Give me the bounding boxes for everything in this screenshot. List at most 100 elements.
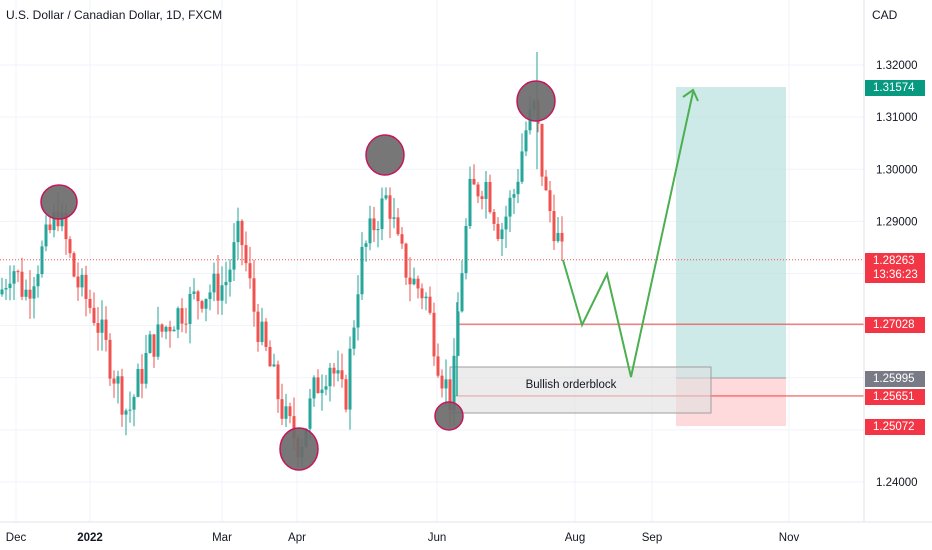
candle-body (508, 197, 512, 217)
orderblock-label: Bullish orderblock (526, 379, 617, 391)
candle-body (408, 277, 412, 285)
candle-body (256, 311, 260, 342)
candle-body (136, 368, 140, 397)
candle-body (4, 288, 8, 290)
candle-body (388, 195, 392, 219)
candle-body (176, 308, 180, 330)
candle-body (244, 245, 248, 264)
y-tick-label: 1.24000 (876, 477, 918, 489)
candle-body (440, 375, 444, 389)
swing-marker (434, 401, 464, 431)
price-tag-stop: 1.25072 (865, 419, 925, 435)
candle-body (344, 379, 348, 410)
candle-body (40, 246, 44, 275)
candle-body (444, 379, 448, 389)
candle-body (484, 181, 488, 199)
y-tick-label: 1.30000 (876, 164, 918, 176)
candle-body (124, 410, 128, 415)
candle-body (260, 321, 264, 342)
candle-body (428, 296, 432, 313)
swing-marker (279, 427, 319, 471)
candle-body (364, 243, 368, 247)
candle-body (32, 286, 36, 299)
candle-body (132, 396, 136, 410)
candle-body (0, 289, 4, 295)
candle-body (28, 289, 32, 299)
candle-body (216, 273, 220, 301)
candle-body (152, 334, 156, 357)
candle-body (468, 178, 472, 226)
candle-body (184, 323, 188, 325)
candle-body (452, 355, 456, 410)
candle-body (204, 298, 208, 309)
candle-body (68, 239, 72, 254)
candle-body (332, 367, 336, 374)
candle-body (172, 329, 176, 332)
candle-body (416, 278, 420, 289)
candle-body (356, 294, 360, 328)
price-tag-support: 1.25651 (865, 389, 925, 405)
candle-body (80, 274, 84, 288)
candle-body (524, 130, 528, 152)
projection-path (562, 88, 699, 378)
candle-body (188, 293, 192, 324)
candle-body (552, 211, 556, 242)
candle-body (404, 243, 408, 278)
candle-body (116, 376, 120, 384)
candle-body (324, 386, 328, 390)
candle-body (488, 181, 492, 213)
candle-body (420, 288, 424, 299)
swing-marker (40, 184, 78, 220)
candle-body (108, 339, 112, 379)
profit-zone (676, 87, 786, 378)
bullish-orderblock: Bullish orderblock (449, 366, 712, 414)
candle-body (392, 217, 396, 219)
candle-body (368, 218, 372, 244)
candle-body (140, 368, 144, 384)
candle-body (548, 190, 552, 212)
candle-body (252, 278, 256, 312)
candle-body (228, 269, 232, 282)
candle-body (84, 274, 88, 299)
candle-body (500, 229, 504, 239)
candle-body (376, 229, 380, 231)
candle-body (320, 389, 324, 394)
candle-body (312, 377, 316, 399)
candle-body (264, 321, 268, 347)
candle-body (308, 398, 312, 429)
candle-body (372, 218, 376, 231)
candle-body (232, 242, 236, 270)
candle-body (12, 271, 16, 284)
candle-body (24, 289, 28, 297)
projection-arrowhead (682, 88, 699, 102)
candle-body (192, 291, 196, 294)
x-tick-label: Aug (565, 532, 585, 544)
candle-body (284, 406, 288, 419)
candle-body (248, 263, 252, 279)
candle-body (352, 327, 356, 349)
candle-body (8, 283, 12, 289)
candle-body (44, 224, 48, 247)
candle-body (456, 311, 460, 356)
y-tick-label: 1.31000 (876, 112, 918, 124)
candle-body (348, 348, 352, 410)
candle-body (48, 224, 52, 231)
currency-label: CAD (872, 8, 898, 22)
candle-body (544, 176, 548, 191)
swing-marker (365, 134, 405, 176)
current-price-value: 1.28263 (873, 255, 915, 267)
candle-body (76, 276, 80, 288)
candle-body (556, 232, 560, 242)
y-tick-label: 1.32000 (876, 60, 918, 72)
candle-body (480, 196, 484, 199)
bar-countdown: 13:36:23 (873, 269, 918, 281)
x-tick-label: Jun (428, 532, 447, 544)
candle-body (100, 319, 104, 333)
candle-body (208, 292, 212, 299)
candle-body (144, 352, 148, 384)
candle-body (504, 216, 508, 230)
candle-body (92, 307, 96, 323)
candlestick-series (0, 51, 564, 468)
candle-body (224, 281, 228, 286)
